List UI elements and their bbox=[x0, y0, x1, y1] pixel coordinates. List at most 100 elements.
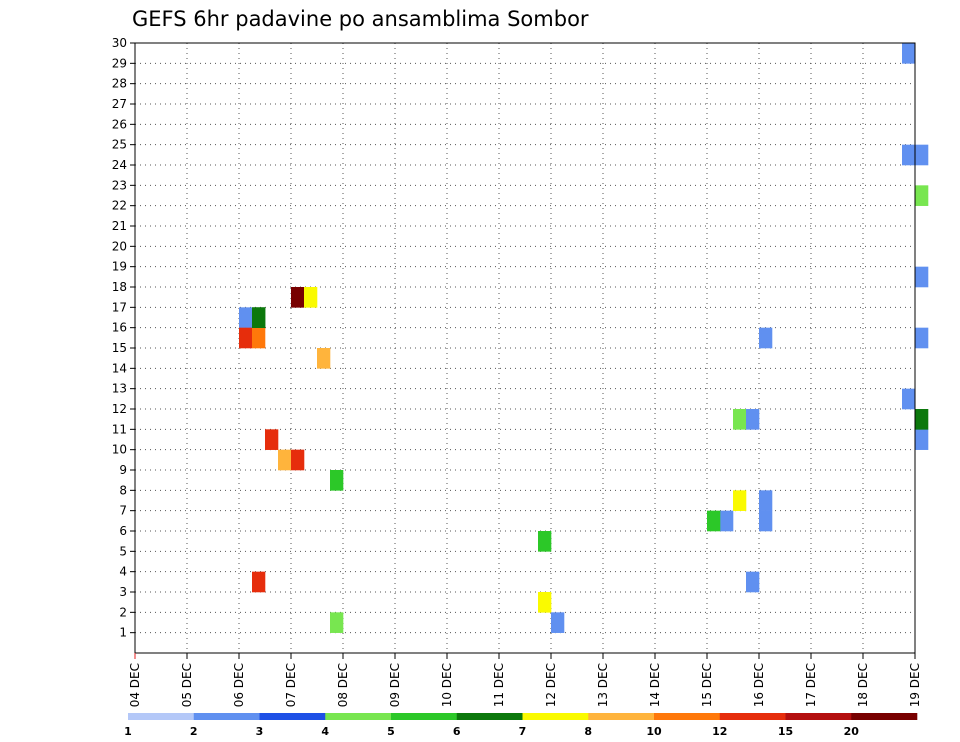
precip-cell bbox=[759, 510, 773, 532]
legend-swatch bbox=[851, 713, 918, 720]
precip-cell bbox=[265, 429, 279, 450]
precip-cell bbox=[915, 429, 929, 450]
y-tick-label: 16 bbox=[112, 321, 127, 335]
precip-cell bbox=[330, 612, 344, 633]
precip-cell bbox=[278, 449, 292, 471]
chart-title: GEFS 6hr padavine po ansamblima Sombor bbox=[132, 7, 589, 31]
y-tick-label: 23 bbox=[112, 178, 127, 192]
x-tick-label: 18 DEC bbox=[856, 663, 870, 707]
y-tick-label: 11 bbox=[112, 422, 127, 436]
x-tick-label: 10 DEC bbox=[440, 663, 454, 707]
x-tick-label: 15 DEC bbox=[700, 663, 714, 707]
legend-label: 2 bbox=[190, 725, 198, 738]
precip-cell bbox=[707, 510, 721, 532]
y-tick-label: 9 bbox=[119, 463, 127, 477]
y-tick-label: 12 bbox=[112, 402, 127, 416]
precip-cell bbox=[733, 490, 747, 511]
y-tick-label: 4 bbox=[119, 565, 127, 579]
color-legend: 1 2 3 4 5 6 7 8 10 12 15 20 bbox=[124, 713, 918, 738]
precip-cell bbox=[915, 144, 929, 166]
x-tick-label: 19 DEC bbox=[908, 663, 922, 707]
x-tick-label: 08 DEC bbox=[336, 663, 350, 707]
y-tick-label: 17 bbox=[112, 300, 127, 314]
x-axis-ticks: 04 DEC 05 DEC 06 DEC 07 DEC 08 DEC 09 DEC 10 D… bbox=[128, 653, 922, 707]
precip-cell bbox=[720, 510, 734, 532]
x-tick-label: 16 DEC bbox=[752, 663, 766, 707]
y-tick-label: 3 bbox=[119, 585, 127, 599]
legend-label: 8 bbox=[584, 725, 592, 738]
precip-cell bbox=[902, 388, 916, 410]
x-tick-label: 04 DEC bbox=[128, 663, 142, 707]
precip-cell bbox=[239, 307, 253, 328]
y-tick-label: 6 bbox=[119, 524, 127, 538]
x-tick-label: 11 DEC bbox=[492, 663, 506, 707]
legend-label: 10 bbox=[646, 725, 662, 738]
y-tick-label: 27 bbox=[112, 97, 127, 111]
precip-cell bbox=[915, 266, 929, 288]
precip-cell bbox=[915, 409, 929, 430]
y-tick-label: 24 bbox=[112, 158, 127, 172]
y-tick-label: 1 bbox=[119, 626, 127, 640]
x-tick-label: 05 DEC bbox=[180, 663, 194, 707]
precip-cell bbox=[538, 531, 552, 552]
precip-cell bbox=[304, 287, 318, 308]
y-tick-label: 8 bbox=[119, 483, 127, 497]
precip-cell bbox=[330, 470, 344, 491]
precip-cell bbox=[252, 307, 266, 328]
y-tick-label: 25 bbox=[112, 138, 127, 152]
legend-swatch bbox=[785, 713, 852, 720]
precip-cell bbox=[551, 612, 565, 633]
legend-label: 5 bbox=[387, 725, 395, 738]
precip-cell bbox=[252, 571, 266, 593]
precip-cell bbox=[759, 490, 773, 511]
legend-label: 20 bbox=[844, 725, 860, 738]
y-tick-label: 19 bbox=[112, 260, 127, 274]
precip-cell bbox=[291, 449, 305, 471]
x-tick-label: 07 DEC bbox=[284, 663, 298, 707]
legend-swatch bbox=[654, 713, 721, 720]
legend-label: 4 bbox=[321, 725, 329, 738]
legend-label: 12 bbox=[712, 725, 727, 738]
legend-swatch bbox=[719, 713, 786, 720]
legend-swatch bbox=[456, 713, 523, 720]
legend-swatch bbox=[259, 713, 326, 720]
y-axis-ticks: 1234567891011121314151617181920212223242… bbox=[112, 36, 135, 640]
y-tick-label: 26 bbox=[112, 117, 127, 131]
y-tick-label: 5 bbox=[119, 544, 127, 558]
y-tick-label: 15 bbox=[112, 341, 127, 355]
y-tick-label: 20 bbox=[112, 239, 127, 253]
precip-cell bbox=[733, 409, 747, 430]
precip-cell bbox=[759, 327, 773, 349]
y-tick-label: 22 bbox=[112, 199, 127, 213]
y-tick-label: 30 bbox=[112, 36, 127, 50]
precip-cell bbox=[902, 43, 916, 64]
precip-cell bbox=[252, 327, 266, 349]
x-tick-label: 06 DEC bbox=[232, 663, 246, 707]
precip-cell bbox=[915, 185, 929, 206]
precip-cell bbox=[902, 144, 916, 166]
x-tick-label: 14 DEC bbox=[648, 663, 662, 707]
legend-label: 6 bbox=[453, 725, 461, 738]
x-tick-label: 13 DEC bbox=[596, 663, 610, 707]
precip-cell bbox=[746, 409, 760, 430]
y-tick-label: 14 bbox=[112, 361, 127, 375]
x-tick-label: 12 DEC bbox=[544, 663, 558, 707]
x-tick-label: 09 DEC bbox=[388, 663, 402, 707]
precipitation-cells bbox=[239, 43, 929, 633]
precip-cell bbox=[538, 592, 552, 613]
legend-swatch bbox=[391, 713, 458, 720]
y-tick-label: 18 bbox=[112, 280, 127, 294]
y-tick-label: 21 bbox=[112, 219, 127, 233]
legend-swatch bbox=[128, 713, 195, 720]
y-tick-label: 10 bbox=[112, 443, 127, 457]
y-tick-label: 28 bbox=[112, 77, 127, 91]
precip-cell bbox=[239, 327, 253, 349]
legend-swatch bbox=[325, 713, 392, 720]
x-tick-label: 17 DEC bbox=[804, 663, 818, 707]
precip-cell bbox=[915, 327, 929, 349]
y-tick-label: 2 bbox=[119, 605, 127, 619]
precip-cell bbox=[746, 571, 760, 593]
legend-label: 1 bbox=[124, 725, 132, 738]
legend-label: 3 bbox=[256, 725, 264, 738]
legend-swatch bbox=[522, 713, 589, 720]
